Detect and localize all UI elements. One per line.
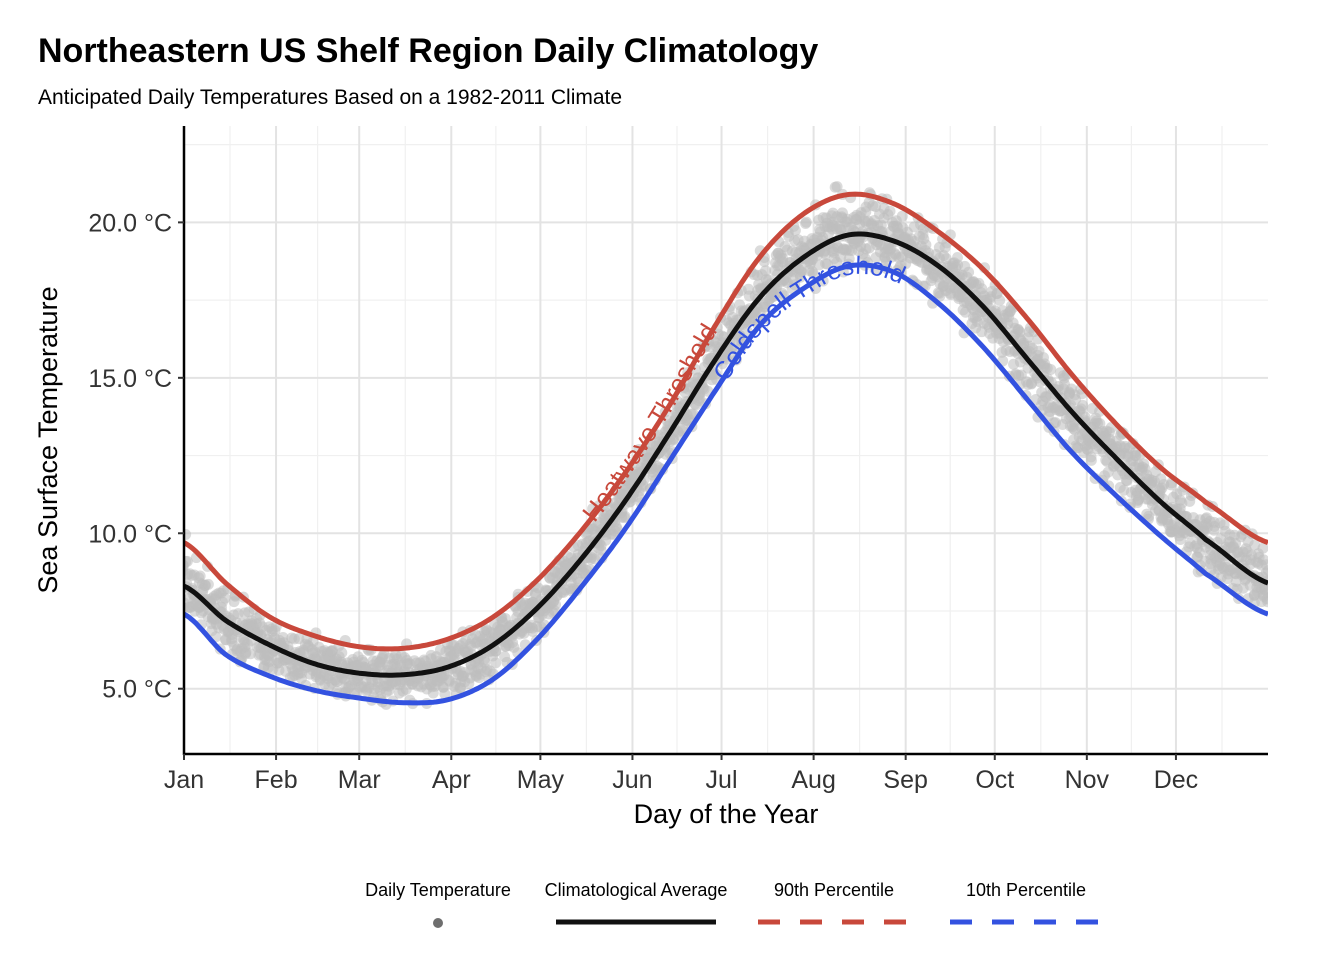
- tick-labels: Jan Feb Mar Apr May Jun Jul Aug Sep Oct Nov Dec 5.0 …: [88, 209, 1198, 794]
- series-lines: [184, 191, 1268, 706]
- x-tick-label: Jan: [164, 766, 204, 794]
- daily-temperature-point: [490, 645, 502, 657]
- daily-temperature-point: [1262, 587, 1268, 599]
- series-line-90th-percentile: [184, 191, 1268, 652]
- daily-temperature-point: [1077, 399, 1089, 411]
- daily-temperature-point: [1045, 364, 1057, 376]
- legend-label: 10th Percentile: [966, 880, 1086, 900]
- y-tick-label: 10.0 °C: [88, 520, 172, 548]
- daily-temperature-point: [789, 224, 801, 236]
- legend-label: 90th Percentile: [774, 880, 894, 900]
- daily-temperature-point: [963, 266, 975, 278]
- legend-item-climatological-average: Climatological Average: [545, 880, 728, 925]
- legend-item-10th-percentile: 10th Percentile: [950, 880, 1102, 925]
- daily-temperature-point: [439, 688, 451, 700]
- chart-title: Northeastern US Shelf Region Daily Clima…: [38, 32, 819, 70]
- daily-temperature-point: [336, 647, 348, 659]
- daily-temperature-point: [219, 592, 231, 604]
- daily-temperature-point: [884, 205, 896, 217]
- daily-temperature-point: [758, 256, 770, 268]
- daily-temperature-point: [760, 265, 772, 277]
- x-tick-label: May: [517, 766, 565, 794]
- daily-temperature-point: [194, 570, 206, 582]
- legend: Daily Temperature Climatological Average 9…: [365, 880, 1102, 928]
- y-tick-label: 5.0 °C: [102, 676, 172, 704]
- series-line-climatological-average: [184, 231, 1268, 678]
- daily-temperature-point: [831, 181, 843, 193]
- daily-temperature-point: [1012, 324, 1024, 336]
- y-tick-label: 20.0 °C: [88, 209, 172, 237]
- daily-temperature-point: [593, 542, 605, 554]
- daily-temperature-point: [619, 511, 631, 523]
- daily-temperature-point: [794, 271, 806, 283]
- daily-temperature-point: [202, 578, 214, 590]
- daily-temperature-point: [807, 268, 819, 280]
- x-tick-label: Apr: [432, 766, 471, 794]
- legend-item-90th-percentile: 90th Percentile: [758, 880, 910, 925]
- daily-temperature-point: [1262, 596, 1268, 608]
- daily-temperature-point: [896, 210, 908, 222]
- x-tick-label: Oct: [975, 766, 1014, 794]
- daily-temperature-point: [710, 368, 722, 380]
- x-tick-label: Sep: [883, 766, 927, 794]
- daily-temperature-point: [994, 294, 1006, 306]
- daily-temperature-point: [184, 528, 192, 540]
- x-tick-label: Jun: [612, 766, 652, 794]
- daily-temperature-point: [1132, 496, 1144, 508]
- y-tick-label: 15.0 °C: [88, 365, 172, 393]
- daily-temperature-point: [1139, 463, 1151, 475]
- legend-label: Daily Temperature: [365, 880, 511, 900]
- legend-label: Climatological Average: [545, 880, 728, 900]
- x-tick-label: Mar: [338, 766, 381, 794]
- legend-key-point: [433, 918, 443, 928]
- daily-temperature-point: [184, 556, 192, 568]
- daily-temperature-point: [1249, 539, 1261, 551]
- daily-temperature-point: [228, 596, 240, 608]
- daily-temperature-point: [245, 648, 257, 660]
- daily-temperature-point: [463, 678, 475, 690]
- daily-temperature-point: [951, 252, 963, 264]
- daily-temperature-point: [1258, 554, 1268, 566]
- legend-item-daily-temperature: Daily Temperature: [365, 880, 511, 928]
- chart-subtitle: Anticipated Daily Temperatures Based on …: [38, 86, 623, 109]
- daily-temperature-point: [507, 637, 519, 649]
- x-tick-label: Nov: [1065, 766, 1110, 794]
- x-tick-label: Aug: [791, 766, 835, 794]
- x-tick-label: Jul: [706, 766, 738, 794]
- x-axis-label: Day of the Year: [634, 799, 819, 829]
- daily-temperature-point: [810, 283, 822, 295]
- x-tick-label: Dec: [1154, 766, 1198, 794]
- daily-temperature-point: [490, 657, 502, 669]
- daily-temperature-point: [800, 216, 812, 228]
- daily-temperature-point: [1085, 454, 1097, 466]
- series-line-10th-percentile: [184, 262, 1268, 706]
- daily-temperature-point: [741, 325, 753, 337]
- daily-temperature-point: [610, 521, 622, 533]
- x-tick-label: Feb: [255, 766, 298, 794]
- daily-temperature-point: [1262, 565, 1268, 577]
- y-axis-label: Sea Surface Temperature: [33, 286, 63, 593]
- daily-temperature-point: [1257, 542, 1268, 554]
